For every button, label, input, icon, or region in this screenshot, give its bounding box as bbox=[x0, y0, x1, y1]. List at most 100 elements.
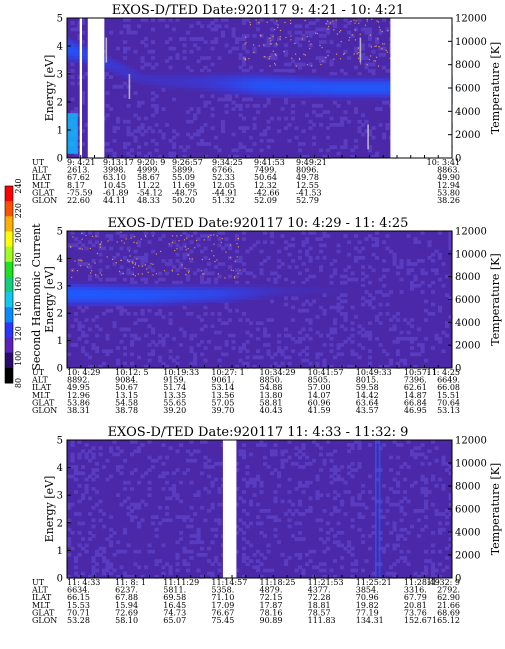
intensity-cell bbox=[266, 126, 271, 130]
intensity-cell bbox=[389, 455, 394, 460]
intensity-cell bbox=[350, 352, 355, 357]
table-row-label: GLON bbox=[32, 406, 57, 415]
intensity-cell bbox=[382, 546, 387, 551]
intensity-cell bbox=[354, 107, 359, 111]
intensity-cell bbox=[189, 107, 194, 111]
intensity-cell bbox=[112, 68, 117, 73]
intensity-cell bbox=[315, 78, 320, 83]
intensity-cell bbox=[126, 543, 131, 548]
intensity-cell bbox=[424, 308, 429, 313]
intensity-cell bbox=[182, 287, 187, 291]
intensity-cell bbox=[375, 154, 380, 159]
intensity-cell bbox=[361, 27, 366, 32]
intensity-cell bbox=[375, 255, 380, 260]
intensity-cell bbox=[158, 302, 163, 307]
intensity-cell bbox=[182, 293, 187, 297]
intensity-cell bbox=[126, 103, 131, 108]
intensity-cell bbox=[343, 318, 348, 322]
sparkle-point bbox=[79, 265, 82, 267]
intensity-cell bbox=[270, 81, 275, 86]
intensity-cell bbox=[378, 321, 383, 326]
intensity-cell bbox=[347, 100, 352, 105]
intensity-cell bbox=[284, 562, 289, 567]
intensity-cell bbox=[448, 243, 453, 248]
intensity-cell bbox=[77, 113, 82, 118]
intensity-cell bbox=[179, 299, 184, 304]
intensity-cell bbox=[151, 231, 156, 235]
intensity-cell bbox=[312, 142, 317, 146]
sparkle-point bbox=[129, 255, 131, 257]
intensity-cell bbox=[91, 296, 96, 301]
sparkle-point bbox=[268, 57, 270, 60]
intensity-cell bbox=[84, 333, 89, 338]
intensity-cell bbox=[126, 299, 131, 304]
intensity-cell bbox=[291, 296, 296, 301]
intensity-cell bbox=[242, 299, 247, 304]
intensity-cell bbox=[133, 75, 138, 80]
intensity-cell bbox=[137, 78, 142, 83]
table-cell: 11:14:57 bbox=[211, 578, 247, 587]
intensity-cell bbox=[357, 126, 362, 130]
intensity-cell bbox=[368, 355, 373, 360]
intensity-cell bbox=[137, 283, 142, 288]
intensity-cell bbox=[333, 318, 338, 322]
sparkle-point bbox=[269, 43, 271, 45]
intensity-cell bbox=[273, 271, 278, 276]
intensity-cell bbox=[312, 78, 317, 83]
intensity-cell bbox=[305, 78, 310, 83]
intensity-cell bbox=[67, 46, 72, 51]
intensity-cell bbox=[385, 91, 390, 95]
intensity-cell bbox=[305, 75, 310, 80]
intensity-cell bbox=[252, 293, 257, 297]
sparkle-point bbox=[376, 20, 378, 22]
intensity-cell bbox=[322, 56, 327, 60]
intensity-cell bbox=[312, 84, 317, 89]
intensity-cell bbox=[105, 72, 110, 76]
intensity-cell bbox=[277, 265, 282, 269]
intensity-cell bbox=[123, 62, 128, 67]
intensity-cell bbox=[252, 274, 257, 279]
intensity-cell bbox=[193, 358, 198, 363]
intensity-cell bbox=[315, 56, 320, 60]
intensity-cell bbox=[392, 477, 397, 482]
intensity-cell bbox=[91, 455, 96, 460]
intensity-cell bbox=[270, 449, 275, 454]
intensity-cell bbox=[175, 361, 180, 366]
intensity-cell bbox=[168, 571, 173, 576]
intensity-cell bbox=[301, 483, 306, 488]
intensity-cell bbox=[357, 91, 362, 95]
intensity-cell bbox=[133, 333, 138, 338]
intensity-cell bbox=[315, 84, 320, 89]
sparkle-point bbox=[269, 55, 271, 58]
intensity-cell bbox=[340, 119, 345, 124]
sparkle-point bbox=[290, 39, 292, 41]
intensity-cell bbox=[420, 487, 425, 491]
intensity-cell bbox=[336, 521, 341, 526]
intensity-cell bbox=[84, 287, 89, 291]
intensity-cell bbox=[140, 255, 145, 260]
intensity-cell bbox=[322, 27, 327, 32]
intensity-cell bbox=[336, 477, 341, 482]
intensity-cell bbox=[287, 62, 292, 67]
intensity-cell bbox=[277, 274, 282, 279]
intensity-cell bbox=[91, 318, 96, 322]
intensity-cell bbox=[305, 237, 310, 241]
intensity-cell bbox=[109, 449, 114, 454]
intensity-cell bbox=[161, 565, 166, 570]
intensity-cell bbox=[410, 449, 415, 454]
intensity-cell bbox=[378, 91, 383, 95]
sparkle-point bbox=[171, 241, 173, 244]
intensity-cell bbox=[200, 352, 205, 357]
intensity-cell bbox=[105, 308, 110, 313]
intensity-cell bbox=[273, 68, 278, 73]
intensity-cell bbox=[413, 352, 418, 357]
table-cell: 75.45 bbox=[211, 616, 234, 625]
intensity-cell bbox=[228, 72, 233, 76]
sparkle-point bbox=[277, 26, 279, 29]
intensity-cell bbox=[301, 283, 306, 288]
intensity-cell bbox=[189, 452, 194, 457]
intensity-cell bbox=[322, 40, 327, 45]
intensity-cell bbox=[354, 88, 359, 92]
intensity-cell bbox=[326, 440, 331, 444]
intensity-cell bbox=[112, 283, 117, 288]
